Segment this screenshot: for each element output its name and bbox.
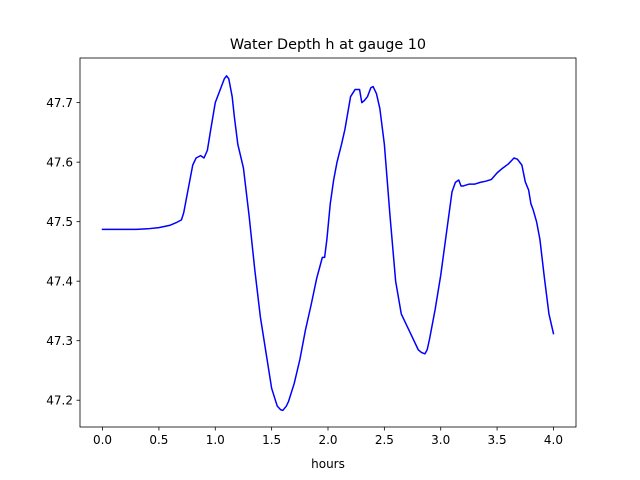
plot-frame [79,57,577,428]
x-tick-label: 4.0 [544,433,563,447]
x-tick-label: 2.5 [375,433,394,447]
y-tick-label: 47.3 [46,334,73,348]
x-tick-label: 1.0 [206,433,225,447]
y-tick-label: 47.2 [46,394,73,408]
x-tick-label: 0.5 [149,433,168,447]
y-tick-label: 47.5 [46,215,73,229]
x-axis-label: hours [311,457,345,471]
y-tick-label: 47.4 [46,274,73,288]
y-tick-label: 47.6 [46,155,73,169]
x-tick-label: 1.5 [262,433,281,447]
chart-title: Water Depth h at gauge 10 [230,37,426,53]
y-tick-label: 47.7 [46,96,73,110]
plot-area: 0.0 0.5 1.0 1.5 2.0 2.5 3.0 3.5 4.0 47.2 47.3 47.4 4… [46,57,577,447]
x-tick-label: 3.5 [488,433,507,447]
x-tick-label: 2.0 [318,433,337,447]
x-tick-label: 3.0 [431,433,450,447]
x-tick-label: 0.0 [93,433,112,447]
series-line-1 [101,75,555,412]
